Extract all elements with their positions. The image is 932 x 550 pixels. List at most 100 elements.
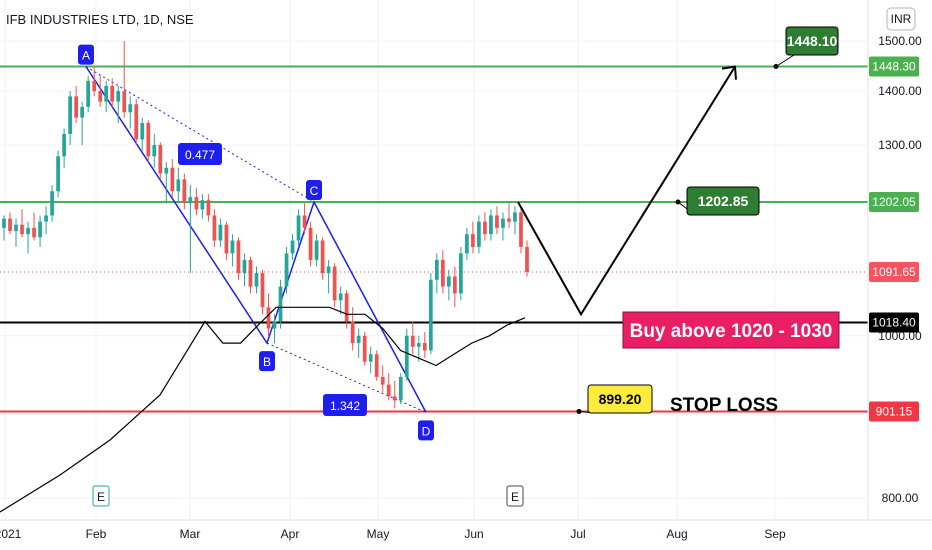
candle[interactable] xyxy=(380,365,385,393)
price-tag-target-2[interactable]: 1448.30 xyxy=(869,56,919,77)
candle[interactable] xyxy=(224,221,229,260)
candles[interactable] xyxy=(2,41,529,409)
candle[interactable] xyxy=(278,279,283,329)
candle[interactable] xyxy=(200,194,205,219)
candle[interactable] xyxy=(374,350,379,381)
candle[interactable] xyxy=(326,259,331,294)
candle[interactable] xyxy=(92,65,97,97)
candle[interactable] xyxy=(188,185,193,274)
candle[interactable] xyxy=(489,209,493,241)
candle[interactable] xyxy=(242,253,247,287)
candle[interactable] xyxy=(50,185,54,222)
candle[interactable] xyxy=(146,120,151,163)
candle[interactable] xyxy=(483,212,487,241)
candle[interactable] xyxy=(284,246,289,294)
candle[interactable] xyxy=(332,263,337,308)
candle[interactable] xyxy=(206,194,211,222)
candle[interactable] xyxy=(428,273,433,355)
candle[interactable] xyxy=(465,227,469,260)
candle[interactable] xyxy=(158,142,163,180)
candle[interactable] xyxy=(152,133,157,168)
candle[interactable] xyxy=(110,78,115,107)
candle[interactable] xyxy=(218,218,223,247)
candle[interactable] xyxy=(86,75,91,113)
candle[interactable] xyxy=(513,206,517,235)
candle[interactable] xyxy=(272,314,277,344)
candle[interactable] xyxy=(164,162,169,204)
candle[interactable] xyxy=(56,150,60,198)
candle[interactable] xyxy=(525,240,529,277)
candle[interactable] xyxy=(296,209,301,247)
candle[interactable] xyxy=(519,209,523,254)
pattern-point-a[interactable]: A xyxy=(78,44,94,65)
candle[interactable] xyxy=(422,332,427,358)
time-axis[interactable]: 2021 Feb Mar Apr May Jun Jul Aug Sep xyxy=(0,519,932,541)
candle[interactable] xyxy=(194,188,199,216)
candle[interactable] xyxy=(398,373,403,405)
candle[interactable] xyxy=(338,286,343,315)
candle[interactable] xyxy=(368,346,373,374)
candle[interactable] xyxy=(20,209,24,238)
candle[interactable] xyxy=(477,215,481,254)
candle[interactable] xyxy=(8,212,12,235)
ratio-label-2[interactable]: 1.342 xyxy=(323,394,367,416)
candle[interactable] xyxy=(116,85,121,124)
ratio-label-1[interactable]: 0.477 xyxy=(178,143,222,165)
candle[interactable] xyxy=(128,96,133,129)
candle[interactable] xyxy=(410,321,415,355)
price-tag-target-1[interactable]: 1202.05 xyxy=(869,191,919,212)
candle[interactable] xyxy=(236,237,241,280)
price-tag-last[interactable]: 1091.65 xyxy=(869,262,919,283)
candle[interactable] xyxy=(32,212,36,241)
candle[interactable] xyxy=(392,380,397,409)
earnings-marker-2[interactable]: E xyxy=(506,485,524,507)
candle[interactable] xyxy=(416,335,421,362)
pattern-point-b[interactable]: B xyxy=(259,351,275,372)
price-tag-stop-loss[interactable]: 901.15 xyxy=(869,401,919,422)
candle[interactable] xyxy=(140,117,145,151)
candle[interactable] xyxy=(434,253,439,294)
candle[interactable] xyxy=(314,234,319,267)
candle[interactable] xyxy=(308,221,313,267)
candle[interactable] xyxy=(459,246,463,301)
candle[interactable] xyxy=(170,159,175,198)
candle[interactable] xyxy=(404,328,409,381)
candle[interactable] xyxy=(14,218,18,247)
candle[interactable] xyxy=(44,206,48,235)
candle[interactable] xyxy=(80,101,85,146)
candle[interactable] xyxy=(98,75,103,107)
candle[interactable] xyxy=(212,209,217,247)
candle[interactable] xyxy=(176,167,181,204)
candle[interactable] xyxy=(471,221,475,254)
candle[interactable] xyxy=(501,212,505,241)
callout-target-1[interactable]: 1202.85 xyxy=(675,186,760,216)
candle[interactable] xyxy=(440,250,445,294)
candle[interactable] xyxy=(134,98,139,146)
candle[interactable] xyxy=(182,173,187,210)
price-axis[interactable]: 1500.001400.001300.001000.00800.001448.3… xyxy=(867,0,922,520)
candle[interactable] xyxy=(362,332,367,366)
candle[interactable] xyxy=(62,128,66,168)
candle[interactable] xyxy=(452,266,457,308)
candle[interactable] xyxy=(254,266,259,294)
candle[interactable] xyxy=(495,206,499,235)
candle[interactable] xyxy=(74,85,79,124)
candle[interactable] xyxy=(104,80,109,113)
candle[interactable] xyxy=(260,269,265,315)
candle[interactable] xyxy=(290,234,295,260)
callout-target-2[interactable]: 1448.10 xyxy=(773,26,839,69)
pattern-point-c[interactable]: C xyxy=(306,180,322,201)
candle[interactable] xyxy=(122,41,127,118)
candle[interactable] xyxy=(344,289,349,329)
candle[interactable] xyxy=(446,269,451,301)
candle[interactable] xyxy=(320,237,325,280)
candle[interactable] xyxy=(248,256,253,294)
candle[interactable] xyxy=(68,91,72,146)
candle[interactable] xyxy=(230,234,235,267)
candle[interactable] xyxy=(507,203,511,228)
candle[interactable] xyxy=(386,373,391,401)
callout-stop-loss[interactable]: 899.20 xyxy=(576,384,653,414)
candle[interactable] xyxy=(356,328,361,358)
pattern-point-d[interactable]: D xyxy=(418,420,434,441)
